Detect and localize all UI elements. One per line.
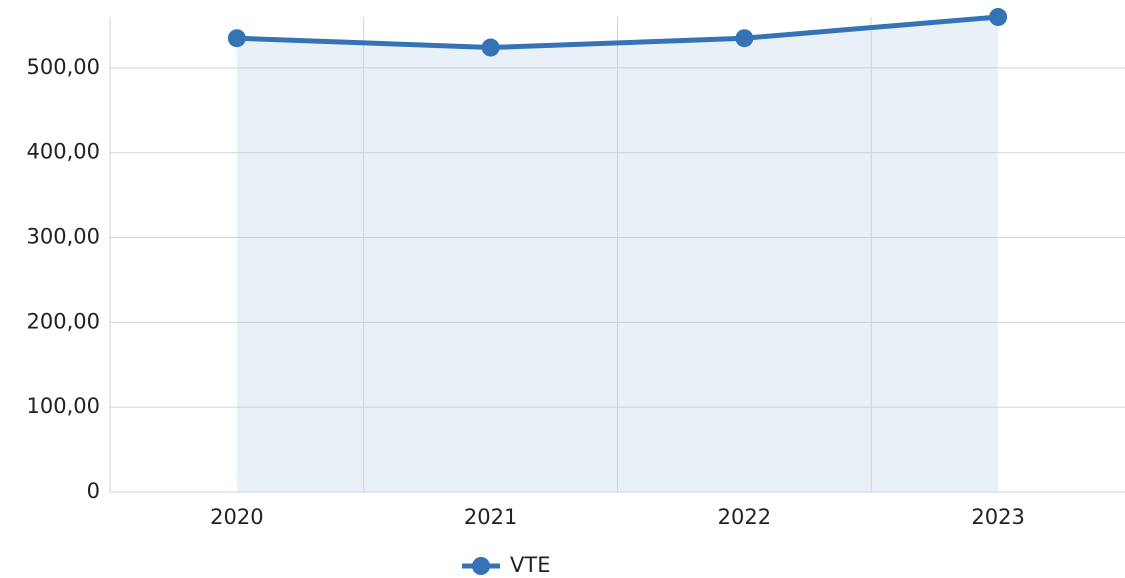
y-tick-label: 0 bbox=[87, 479, 100, 503]
y-tick-label: 300,00 bbox=[27, 225, 100, 249]
x-tick-label: 2022 bbox=[718, 505, 771, 529]
y-tick-label: 200,00 bbox=[27, 309, 100, 333]
point bbox=[481, 38, 500, 57]
line bbox=[236, 14, 999, 51]
y-tick-label: 100,00 bbox=[27, 394, 100, 418]
x-tick-label: 2021 bbox=[464, 505, 517, 529]
x-tick-label: 2023 bbox=[971, 505, 1024, 529]
x-tick-label: 2020 bbox=[210, 505, 263, 529]
point bbox=[227, 29, 246, 48]
point bbox=[735, 29, 754, 48]
legend-marker bbox=[472, 557, 490, 575]
legend-label: VTE bbox=[510, 553, 550, 577]
point bbox=[989, 8, 1008, 26]
y-tick-label: 500,00 bbox=[27, 55, 100, 79]
y-tick-label: 400,00 bbox=[27, 140, 100, 164]
